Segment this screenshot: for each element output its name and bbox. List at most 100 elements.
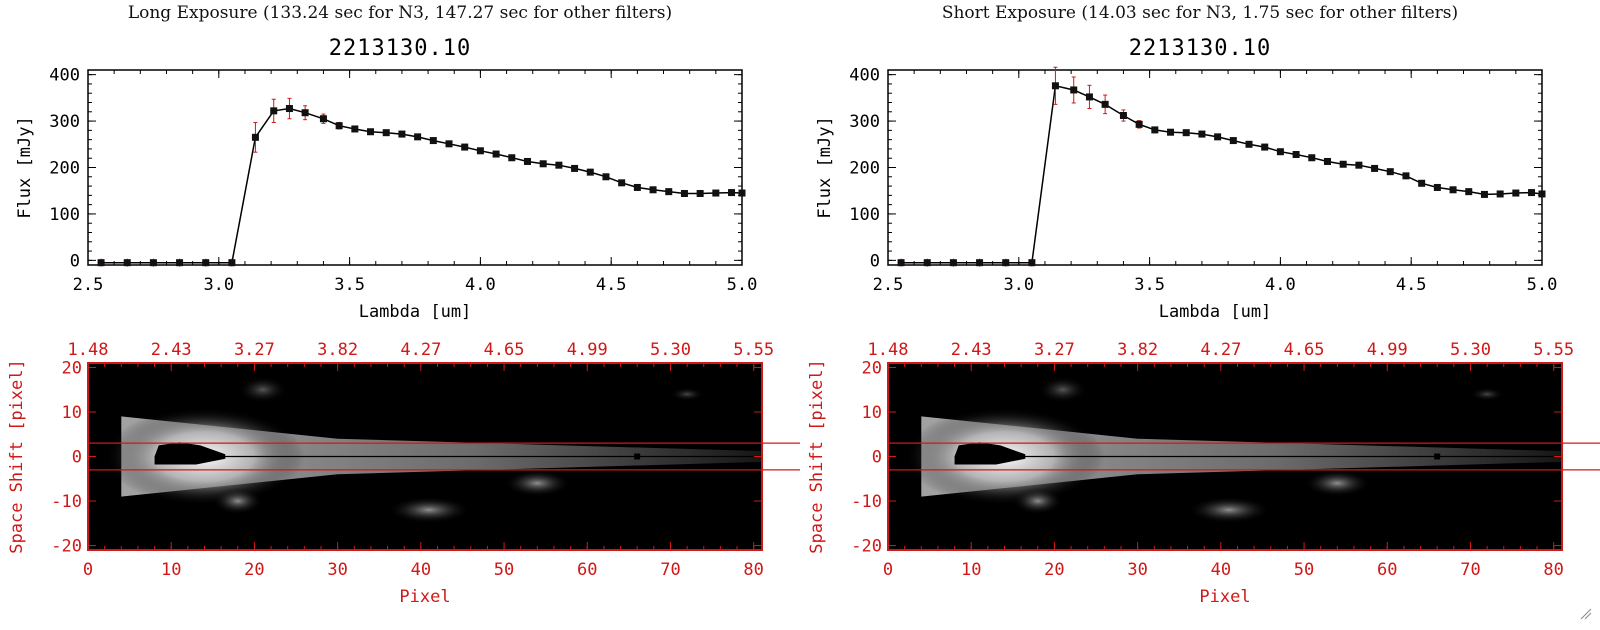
- bad-pixel: [384, 515, 391, 522]
- data-point: [301, 109, 309, 117]
- data-point: [251, 133, 259, 141]
- top-tick-label: 4.27: [400, 340, 441, 360]
- y-tick-label: -20: [851, 537, 882, 557]
- y-axis-title: Flux [mJy]: [815, 116, 835, 218]
- series-line: [101, 107, 743, 264]
- secondary-source: [504, 469, 571, 497]
- data-point: [1480, 190, 1488, 198]
- data-point: [1119, 112, 1127, 119]
- x-tick-label: 0: [83, 560, 93, 580]
- y-tick-label: 20: [62, 358, 82, 378]
- data-point: [382, 129, 390, 137]
- data-point: [476, 147, 484, 155]
- data-point: [1449, 186, 1457, 194]
- data-point: [97, 259, 105, 267]
- top-tick-label: 1.48: [68, 340, 109, 360]
- top-tick-label: 3.82: [1117, 340, 1158, 360]
- series-line: [901, 84, 1543, 264]
- data-point: [949, 259, 957, 267]
- resize-grip-icon[interactable]: [1580, 608, 1592, 620]
- x-tick-label: 20: [1044, 560, 1064, 580]
- x-tick-label: 50: [494, 560, 514, 580]
- plot-frame: [887, 69, 1543, 266]
- y-tick-label: 200: [49, 159, 80, 179]
- y-tick-label: 300: [49, 112, 80, 132]
- top-tick-label: 2.43: [151, 340, 192, 360]
- data-point: [1355, 161, 1363, 169]
- data-point: [228, 259, 236, 267]
- data-point: [728, 189, 736, 197]
- x-tick-label: 20: [244, 560, 264, 580]
- data-point: [633, 183, 641, 191]
- x-axis-title: Pixel: [1199, 587, 1250, 607]
- data-point: [335, 122, 343, 130]
- plot-frame: [87, 69, 743, 266]
- y-axis-title: Space Shift [pixel]: [7, 359, 27, 553]
- x-tick-label: 80: [1543, 560, 1563, 580]
- spatial-image-plot: 0 10 20 30 40 50 60 70 80 1.48 2.43 3.27 3.82 4.27 4.6…: [7, 340, 800, 607]
- data-point: [285, 105, 293, 113]
- secondary-source: [237, 376, 288, 404]
- panel-heading: Long Exposure (133.24 sec for N3, 147.27…: [127, 3, 673, 23]
- x-tick-label: 2.5: [73, 275, 104, 295]
- data-point: [897, 259, 905, 267]
- x-tick-label: 3.0: [1003, 275, 1034, 295]
- y-axis-title: Flux [mJy]: [15, 116, 35, 218]
- data-point: [1512, 189, 1520, 197]
- y-axis-title: Space Shift [pixel]: [807, 359, 827, 553]
- x-tick-label: 30: [1127, 560, 1147, 580]
- x-tick-label: 70: [1460, 560, 1480, 580]
- data-point: [1245, 140, 1253, 148]
- x-tick-label: 3.0: [203, 275, 234, 295]
- y-tick-label: 10: [62, 403, 82, 423]
- data-point: [398, 130, 406, 138]
- y-tick-label: 20: [862, 358, 882, 378]
- long-exposure-panel: Long Exposure (133.24 sec for N3, 147.27…: [7, 3, 800, 607]
- x-tick-label: 60: [1377, 560, 1397, 580]
- data-point: [1276, 148, 1284, 156]
- data-point: [414, 133, 422, 141]
- data-point: [461, 143, 469, 151]
- y-tick-label: 0: [72, 448, 82, 468]
- y-tick-label: 100: [49, 205, 80, 225]
- top-tick-label: 4.99: [1367, 340, 1408, 360]
- x-axis-title: Pixel: [399, 587, 450, 607]
- y-tick-label: -20: [51, 537, 82, 557]
- x-tick-label: 5.0: [1527, 275, 1558, 295]
- data-point: [618, 179, 626, 187]
- bad-pixel: [467, 506, 474, 513]
- x-tick-label: 80: [743, 560, 763, 580]
- data-point: [270, 107, 278, 115]
- x-tick-label: 50: [1294, 560, 1314, 580]
- top-tick-label: 1.48: [868, 340, 909, 360]
- data-point: [429, 137, 437, 145]
- bad-pixel: [1184, 515, 1191, 522]
- secondary-source: [212, 487, 263, 515]
- top-tick-label: 3.27: [234, 340, 275, 360]
- x-tick-label: 2.5: [873, 275, 904, 295]
- data-point: [712, 189, 720, 197]
- x-tick-label: 4.0: [465, 275, 496, 295]
- data-point: [602, 173, 610, 181]
- secondary-source: [1304, 469, 1371, 497]
- data-point: [508, 154, 516, 162]
- x-tick-label: 10: [161, 560, 181, 580]
- data-point: [539, 160, 547, 168]
- data-point: [1070, 86, 1078, 94]
- panel-heading: Short Exposure (14.03 sec for N3, 1.75 s…: [941, 3, 1459, 23]
- data-point: [1402, 172, 1410, 180]
- secondary-source: [1012, 487, 1063, 515]
- spectrum-plot: 2.5 3.0 3.5 4.0 4.5 5.0 0 100 200 300 400 Lambda [u…: [815, 66, 1558, 322]
- data-point: [1214, 133, 1222, 141]
- top-tick-label: 5.30: [650, 340, 691, 360]
- data-point: [523, 157, 531, 165]
- data-point: [202, 259, 210, 267]
- plot-title: 2213130.10: [1128, 36, 1272, 61]
- top-tick-label: 5.55: [1533, 340, 1574, 360]
- x-tick-label: 5.0: [727, 275, 758, 295]
- y-tick-label: 200: [849, 159, 880, 179]
- y-tick-label: 0: [70, 251, 80, 271]
- data-point: [1386, 168, 1394, 176]
- x-tick-label: 10: [961, 560, 981, 580]
- top-tick-label: 4.27: [1200, 340, 1241, 360]
